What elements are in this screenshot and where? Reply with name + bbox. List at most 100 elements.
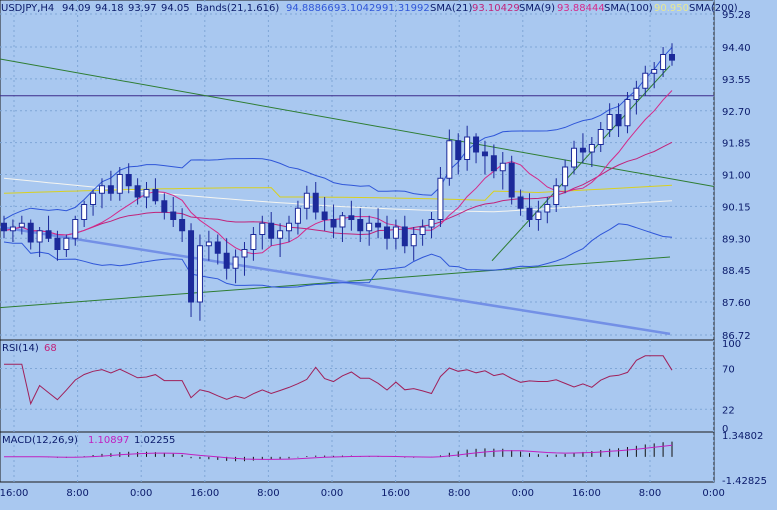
candle-body: [152, 189, 159, 202]
candle-body: [36, 230, 43, 243]
candle-body: [321, 211, 328, 220]
rsi-header: RSI(14) 68: [2, 343, 57, 354]
candle-body: [348, 215, 355, 220]
macd-header: MACD(12,26,9) 1.10897 1.02255: [2, 435, 175, 446]
sma9-line: [3, 90, 673, 255]
candle-body: [134, 185, 141, 198]
candle-body: [268, 222, 275, 239]
candle-body: [250, 234, 257, 250]
rsi-tick-label: 22: [722, 405, 735, 416]
candle-body: [544, 204, 551, 213]
x-tick-label: 0:00: [130, 488, 152, 499]
macd-signal-value: 1.02255: [134, 435, 175, 446]
candle-body: [455, 140, 462, 160]
x-tick-label: 8:00: [257, 488, 279, 499]
candle-body: [446, 140, 453, 179]
x-tick-label: 16:00: [0, 488, 28, 499]
macd-signal-line: [4, 444, 673, 460]
candle-body: [366, 222, 373, 232]
y-tick-label: 95.28: [722, 10, 751, 21]
candle-body: [170, 211, 177, 220]
y-tick-label: 93.55: [722, 75, 751, 86]
candle-body: [499, 162, 506, 172]
x-tick-label: 8:00: [639, 488, 661, 499]
candle-body: [473, 136, 480, 153]
price-indicators: [0, 46, 715, 336]
x-tick-label: 0:00: [321, 488, 343, 499]
sma100-line: [3, 177, 673, 213]
symbol-label: USDJPY,H4: [1, 3, 54, 14]
candle-body: [27, 222, 34, 243]
y-tick-label: 88.45: [722, 266, 751, 277]
macd-label: MACD(12,26,9): [2, 435, 78, 446]
bands-label: Bands(21,1.616): [196, 3, 279, 14]
candle-body: [383, 226, 390, 239]
candle-body: [562, 166, 569, 187]
high-value: 94.18: [95, 3, 124, 14]
bands-upper-value: 94.88866: [286, 3, 334, 14]
rsi-tick-label: 70: [722, 365, 735, 376]
sma200-label: SMA(200): [689, 3, 738, 14]
candle-body: [401, 226, 408, 247]
candle-body: [517, 196, 524, 209]
candle-body: [116, 174, 123, 194]
y-tick-labels: 95.28 94.40 93.55 92.70 91.85 91.00 90.15 89.30…: [722, 10, 751, 342]
price-panel-frame: [0, 0, 715, 341]
y-tick-label: 87.60: [722, 298, 751, 309]
x-tick-label: 0:00: [512, 488, 534, 499]
bands-mid-value: 93.10429: [334, 3, 382, 14]
candle-body: [642, 72, 649, 89]
rsi-value: 68: [44, 343, 57, 354]
candle-body: [303, 192, 310, 209]
candle-body: [428, 219, 435, 228]
candle-body: [330, 219, 337, 228]
candle-body: [223, 252, 230, 269]
rsi-tick-label: 0: [722, 424, 728, 435]
green-trend-line-down: [0, 58, 715, 187]
candle-body: [375, 222, 382, 228]
candle-body: [241, 249, 248, 258]
macd-tick-label: -1.42825: [722, 476, 767, 487]
candle-body: [179, 219, 186, 232]
candle-body: [107, 185, 114, 194]
candle-body: [490, 155, 497, 172]
candle-body: [579, 147, 586, 153]
sma100-label: SMA(100): [604, 3, 653, 14]
open-value: 94.09: [62, 3, 91, 14]
candle-body: [81, 204, 88, 220]
candle-body: [312, 192, 319, 213]
rsi-line: [4, 355, 673, 406]
sma9-label: SMA(9): [519, 3, 555, 14]
candle-body: [606, 114, 613, 130]
candle-body: [410, 234, 417, 247]
candle-body: [45, 230, 52, 239]
sma21-value: 93.10429: [472, 3, 520, 14]
candle-body: [1, 222, 7, 232]
y-tick-label: 91.85: [722, 139, 751, 150]
candle-body: [232, 256, 239, 269]
candle-body: [535, 211, 542, 220]
bollinger-lower: [3, 223, 673, 288]
close-value: 94.05: [161, 3, 190, 14]
rsi-panel-frame: [0, 339, 715, 433]
candle-body: [161, 200, 168, 213]
candle-body: [259, 222, 266, 235]
candle-body: [18, 222, 25, 228]
bollinger-upper: [3, 46, 673, 220]
rsi-series: 100 70 22 0: [0, 339, 741, 435]
bands-lower-value: 91.31992: [382, 3, 430, 14]
candle-body: [392, 226, 399, 239]
candle-body: [98, 185, 105, 194]
rsi-label: RSI(14): [2, 343, 39, 354]
candle-body: [437, 177, 444, 220]
low-value: 93.97: [128, 3, 157, 14]
macd-tick-label: 1.34802: [722, 431, 763, 442]
y-tick-label: 90.15: [722, 202, 751, 213]
x-tick-label: 8:00: [448, 488, 470, 499]
sma21-label: SMA(21): [430, 3, 472, 14]
candle-body: [633, 87, 640, 100]
x-tick-label: 16:00: [572, 488, 601, 499]
x-tick-label: 0:00: [702, 488, 724, 499]
candles: [1, 43, 675, 321]
